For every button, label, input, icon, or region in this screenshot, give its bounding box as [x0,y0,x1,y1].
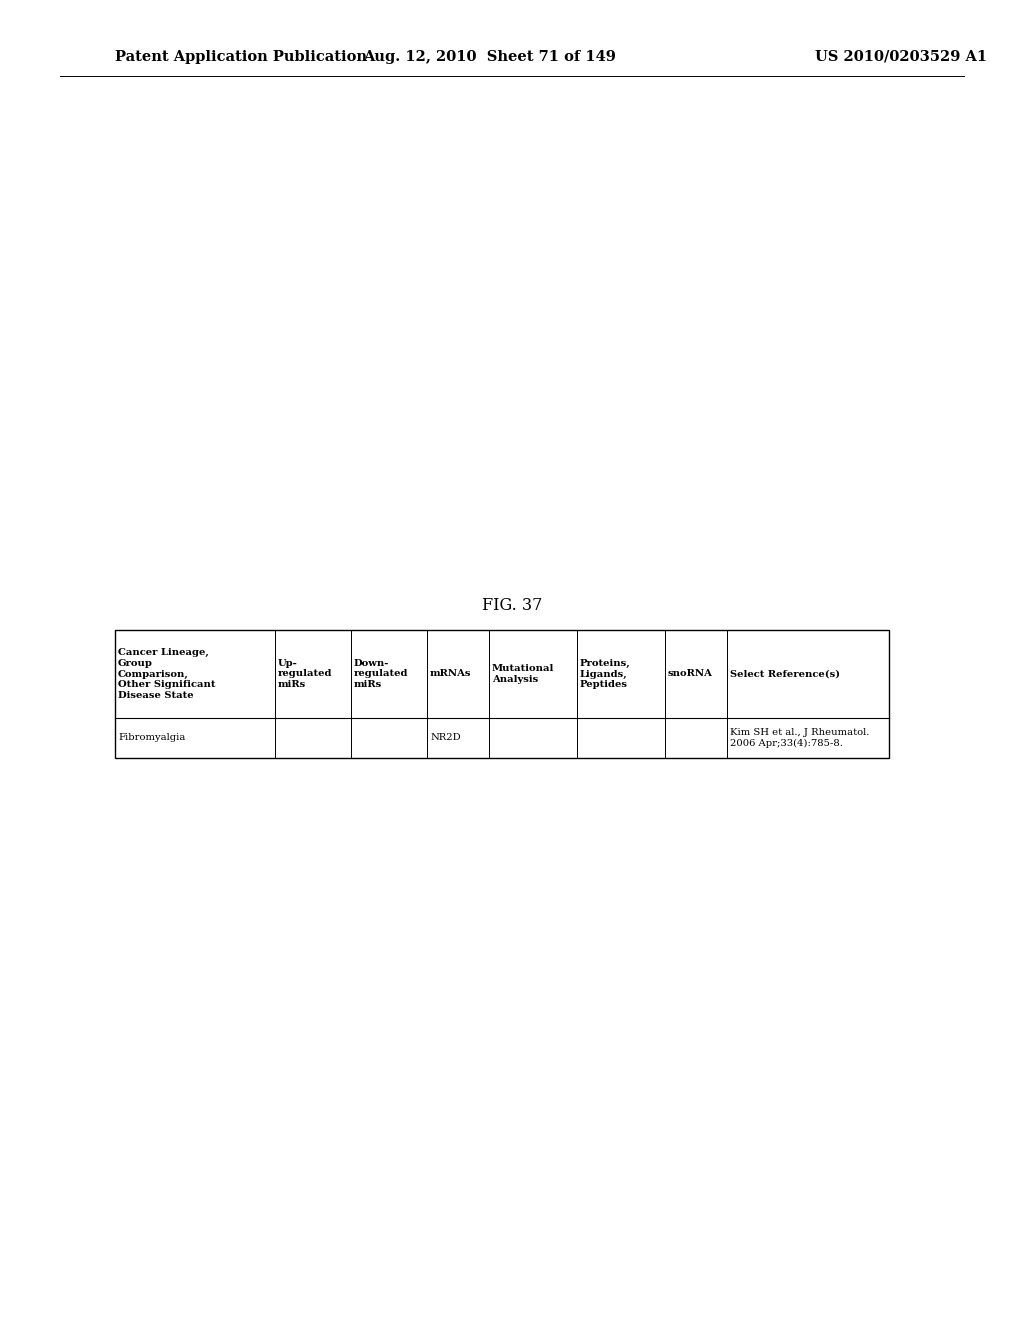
Text: Proteins,
Ligands,
Peptides: Proteins, Ligands, Peptides [580,659,631,689]
Text: Aug. 12, 2010  Sheet 71 of 149: Aug. 12, 2010 Sheet 71 of 149 [364,50,615,63]
Text: mRNAs: mRNAs [430,669,471,678]
Text: FIG. 37: FIG. 37 [482,597,542,614]
Bar [115,630,889,758]
Text: US 2010/0203529 A1: US 2010/0203529 A1 [815,50,987,63]
Text: Patent Application Publication: Patent Application Publication [115,50,367,63]
Text: Up-
regulated
miRs: Up- regulated miRs [278,659,333,689]
Text: Cancer Lineage,
Group
Comparison,
Other Significant
Disease State: Cancer Lineage, Group Comparison, Other … [118,648,215,700]
Text: NR2D: NR2D [430,734,461,742]
Text: Kim SH et al., J Rheumatol.
2006 Apr;33(4):785-8.: Kim SH et al., J Rheumatol. 2006 Apr;33(… [730,729,869,748]
Text: Select Reference(s): Select Reference(s) [730,669,840,678]
Text: Down-
regulated
miRs: Down- regulated miRs [354,659,409,689]
Text: Fibromyalgia: Fibromyalgia [118,734,185,742]
Text: snoRNA: snoRNA [668,669,713,678]
Text: Mutational
Analysis: Mutational Analysis [492,664,554,684]
